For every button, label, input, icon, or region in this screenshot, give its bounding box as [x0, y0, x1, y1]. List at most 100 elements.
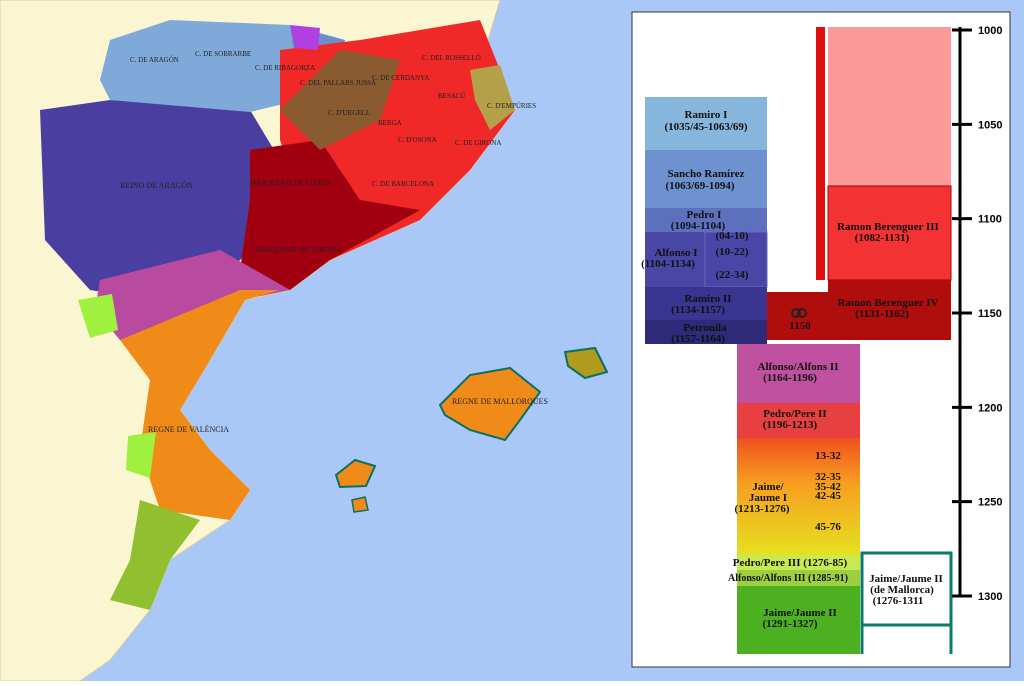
union-ring — [797, 308, 807, 318]
map-label: C. DEL PALLARS JUSSÀ — [300, 79, 376, 87]
reign-block — [645, 287, 767, 320]
period: (04-10) — [716, 230, 749, 242]
reign-name: Ramon Berenguer III — [837, 221, 939, 233]
map-label: C. D'OSONA — [398, 136, 437, 144]
region-aran — [290, 25, 320, 50]
region-lleida — [240, 140, 420, 290]
reign-dates: (1164-1196) — [763, 372, 817, 384]
reign-name: Ramiro II — [684, 293, 731, 305]
map-label: C. DE BARCELONA — [372, 180, 434, 188]
period: 42-45 — [815, 490, 841, 502]
tick-label: 1300 — [978, 591, 1002, 603]
reign-name: Jaime/Jaume II — [763, 607, 837, 619]
region-upper-aragon — [100, 20, 300, 112]
reign-dates: (1213-1276) — [735, 503, 790, 515]
reign-block — [828, 27, 951, 186]
union-year: 1150 — [789, 320, 811, 332]
reign-block — [737, 555, 860, 570]
axis-ticks: 1000 1050 1100 1150 1200 1250 1300 — [952, 25, 1002, 603]
map-label: C. D'EMPÚRIES — [487, 102, 536, 110]
region-empories — [470, 65, 515, 130]
reign-block — [737, 438, 860, 555]
reign-dates: (1131-1162) — [855, 308, 909, 320]
reign-name: Alfonso I — [654, 247, 697, 259]
map-label: MARQUESAT DE TORTOSA — [255, 246, 342, 254]
region-south-aragon — [95, 250, 290, 340]
map-label: MARQUESAT DE LLEIDA — [250, 179, 331, 187]
reign-name: Pedro I — [687, 209, 722, 221]
period: 45-76 — [815, 521, 841, 533]
tick-label: 1250 — [978, 497, 1002, 509]
tick-label: 1050 — [978, 119, 1002, 131]
island-formentera — [351, 496, 369, 513]
map-label: C. DE GIRONA — [455, 139, 501, 147]
reign-block — [645, 232, 767, 287]
reign-block — [827, 185, 952, 281]
reign-block — [645, 208, 767, 232]
union-ring — [791, 308, 801, 318]
reign-block — [737, 570, 860, 586]
map-label: C. DE ARAGÓN — [130, 56, 179, 64]
reign-dates: (1104-1134) — [641, 258, 695, 270]
region-enclave — [78, 294, 118, 338]
period: (22-34) — [716, 269, 749, 281]
reign-name: Jaime/Jaume II — [869, 573, 943, 585]
region-enclave — [126, 432, 156, 478]
region-murcia — [110, 500, 200, 610]
reign-block — [737, 403, 860, 438]
reign-block — [645, 320, 767, 344]
tick-label: 1000 — [978, 25, 1002, 37]
map-label: BESALÚ — [438, 92, 465, 100]
map-label: C. DE CERDANYA — [372, 74, 429, 82]
reign-name: Petronila — [683, 322, 727, 334]
reign-block — [645, 97, 767, 150]
timeline: Ramiro I (1035/45-1063/69) Sancho Ramíre… — [631, 11, 1011, 668]
reign-name: Pedro/Pere III (1276-85) — [733, 557, 848, 569]
period: 13-32 — [815, 450, 841, 462]
reign-block — [767, 280, 951, 340]
reign-dates: (1291-1327) — [763, 618, 818, 630]
island-mallorca — [438, 366, 542, 442]
map-label: C. DE SOBRARBE — [195, 50, 251, 58]
reign-dates: (1082-1131) — [855, 232, 910, 244]
reign-dates: (1157-1164) — [671, 333, 725, 345]
reign-block — [737, 344, 860, 403]
period: 32-35 — [815, 471, 841, 483]
period: (10-22) — [716, 246, 749, 258]
reign-dates: (1094-1104) — [671, 220, 726, 232]
map-label: C. DEL ROSSELLÓ — [422, 54, 481, 62]
map-label: REGNE DE VALÈNCIA — [148, 424, 229, 434]
tick-label: 1200 — [978, 402, 1002, 414]
reign-name: Ramiro I — [685, 109, 728, 121]
island-menorca — [563, 346, 609, 380]
reign-name: Jaume I — [749, 492, 787, 504]
reign-name: Ramon Berenguer IV — [837, 297, 938, 309]
map: C. DE ARAGÓN C. DE SOBRARBE C. DE RIBAGO… — [0, 0, 609, 682]
map-label: REGNE DE MALLORQUES — [452, 397, 548, 406]
map-label: C. D'URGELL — [328, 109, 370, 117]
reign-block — [737, 586, 860, 654]
reign-name: Sancho Ramírez — [667, 168, 744, 180]
period: 35-42 — [815, 481, 841, 493]
island-ibiza — [334, 458, 377, 489]
reign-dates: (1276-1311 — [873, 595, 924, 607]
tick-label: 1100 — [978, 214, 1002, 226]
reign-dates: (1134-1157) — [671, 304, 725, 316]
reign-name: Alfonso/Alfons III (1285-91) — [728, 573, 848, 584]
reign-bar — [816, 27, 825, 280]
reign-sub: (de Mallorca) — [870, 584, 934, 596]
tick-label: 1150 — [978, 308, 1002, 320]
mallorca-frame — [860, 551, 953, 654]
reign-block — [645, 150, 767, 208]
region-valencia — [120, 290, 280, 520]
map-label: BERGA — [378, 119, 402, 127]
map-label: REINO DE ARAGÓN — [120, 180, 193, 190]
reign-name: Pedro/Pere II — [763, 408, 826, 420]
reign-name: Jaime/ — [752, 481, 784, 493]
reign-dates: (1196-1213) — [763, 419, 818, 431]
reign-name: Alfonso/Alfons II — [758, 361, 839, 373]
reign-dates: (1063/69-1094) — [665, 180, 734, 192]
region-urgell — [280, 50, 400, 150]
map-label: C. DE RIBAGORZA — [255, 64, 315, 72]
